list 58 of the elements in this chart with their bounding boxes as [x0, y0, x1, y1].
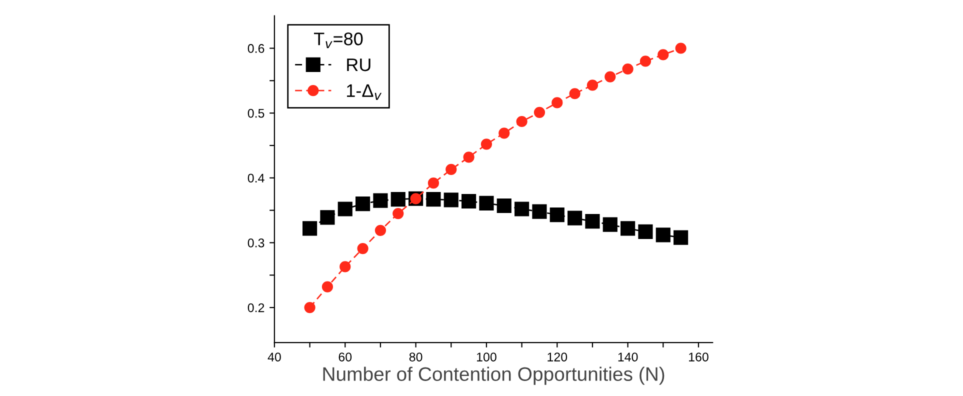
point	[658, 49, 669, 60]
y-tick-label: 0.5	[248, 108, 264, 118]
point	[516, 116, 528, 128]
x-tick-label: 120	[548, 352, 568, 362]
y-tick-label: 0.6	[248, 44, 264, 53]
point	[620, 221, 636, 236]
point	[444, 192, 458, 208]
legend-label: 1-Δ$_{v}$	[347, 84, 382, 100]
point	[552, 97, 563, 108]
point	[656, 228, 670, 242]
x-tick-label: 40	[268, 352, 281, 362]
point	[446, 164, 457, 176]
point	[569, 88, 580, 100]
point	[302, 221, 318, 236]
x-tick-label: 140	[618, 352, 638, 362]
point	[390, 192, 406, 207]
point	[356, 196, 370, 212]
point	[514, 202, 530, 216]
legend-title: T$_{v}$=80	[314, 32, 363, 48]
point	[322, 281, 334, 292]
point	[550, 208, 564, 222]
point	[496, 198, 512, 214]
point	[604, 71, 616, 82]
point	[463, 152, 474, 163]
x-tick-label: 80	[409, 352, 422, 362]
y-tick-label: 0.3	[248, 238, 264, 248]
x-tick-label: 60	[338, 352, 352, 362]
point	[357, 242, 368, 254]
y-tick-label: 0.4	[248, 174, 264, 183]
legend-label: RU	[347, 58, 370, 72]
point	[338, 202, 352, 216]
point	[568, 210, 582, 226]
x-tick-label: 160	[689, 352, 708, 362]
point	[585, 214, 600, 229]
point	[498, 128, 510, 139]
point	[374, 224, 386, 236]
point	[675, 42, 686, 54]
point	[426, 192, 441, 207]
point	[373, 193, 388, 208]
point	[340, 261, 351, 272]
point	[586, 80, 598, 91]
point	[602, 217, 618, 232]
point	[462, 194, 476, 209]
y-tick-label: 0.2	[248, 303, 264, 312]
point	[622, 63, 634, 75]
point	[640, 56, 652, 67]
point	[674, 230, 688, 245]
point	[480, 138, 492, 150]
point	[428, 178, 440, 189]
point	[392, 208, 404, 220]
x-axis-title: Number of Contention Opportunities (N)	[323, 366, 664, 385]
point	[479, 196, 494, 210]
point	[532, 204, 547, 219]
point	[304, 302, 316, 314]
point	[320, 210, 335, 225]
x-tick-label: 100	[476, 352, 496, 362]
point	[638, 224, 653, 239]
point	[534, 106, 546, 118]
